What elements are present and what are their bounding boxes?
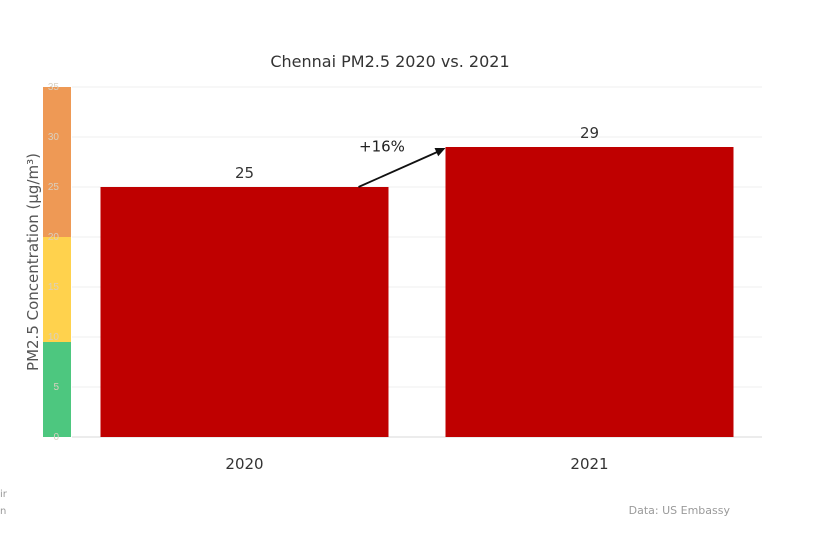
clipped-note-line-1: ir bbox=[0, 489, 8, 500]
bar-2021 bbox=[445, 147, 734, 437]
y-tick-label: 0 bbox=[53, 432, 59, 443]
aqi-band-0 bbox=[43, 342, 71, 437]
data-source: Data: US Embassy bbox=[629, 504, 731, 517]
x-tick-2020: 2020 bbox=[225, 455, 263, 473]
aqi-color-scale bbox=[43, 87, 71, 437]
data-label-2021: 29 bbox=[580, 124, 599, 142]
x-axis-ticks: 2020 2021 bbox=[225, 455, 608, 473]
data-labels: 25 29 bbox=[235, 124, 599, 182]
y-tick-label: 5 bbox=[53, 382, 59, 393]
y-tick-label: 30 bbox=[48, 132, 60, 143]
aqi-band-2 bbox=[43, 87, 71, 237]
bar-2020 bbox=[100, 187, 389, 437]
growth-annotation: +16% bbox=[358, 138, 446, 188]
y-tick-label: 15 bbox=[48, 282, 60, 293]
data-label-2020: 25 bbox=[235, 164, 254, 182]
growth-arrow-line bbox=[358, 150, 440, 188]
bars bbox=[100, 147, 734, 437]
y-tick-label: 25 bbox=[48, 182, 60, 193]
aqi-band-1 bbox=[43, 237, 71, 342]
clipped-note-line-2: n bbox=[0, 506, 6, 517]
y-tick-label: 10 bbox=[48, 332, 60, 343]
growth-arrow-head bbox=[434, 147, 446, 157]
y-tick-label: 20 bbox=[48, 232, 60, 243]
y-axis-label: PM2.5 Concentration (µg/m³) bbox=[24, 153, 42, 371]
y-tick-label: 35 bbox=[48, 82, 60, 93]
growth-label: +16% bbox=[359, 138, 405, 156]
x-tick-2021: 2021 bbox=[570, 455, 608, 473]
chart-title: Chennai PM2.5 2020 vs. 2021 bbox=[270, 52, 509, 71]
y-axis-ticks: 0 5 10 15 20 25 30 35 bbox=[48, 82, 60, 443]
